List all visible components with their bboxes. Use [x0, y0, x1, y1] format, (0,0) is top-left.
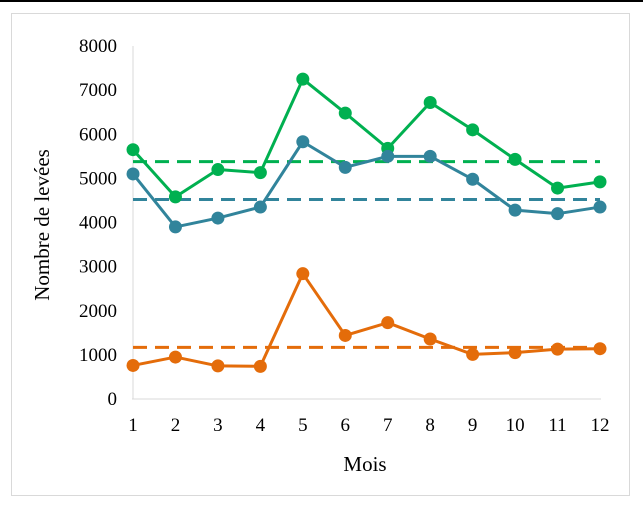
x-tick-label: 2 [171, 415, 181, 436]
series-3-point [466, 347, 480, 361]
series-3-point [211, 359, 225, 373]
series-line-3 [132, 272, 601, 368]
series-3-point [338, 328, 352, 342]
x-tick-label: 8 [425, 415, 435, 436]
series-1-point [253, 166, 267, 180]
series-2-point [466, 172, 480, 186]
series-1-point [466, 123, 480, 137]
series-2-point [211, 211, 225, 225]
x-tick-label: 7 [383, 415, 393, 436]
series-1-point [551, 181, 565, 195]
series [126, 72, 607, 373]
series-3-point [253, 359, 267, 373]
series-3-point [551, 342, 565, 356]
series-1-point [126, 143, 140, 157]
mean-lines [133, 160, 600, 349]
series-line-1 [131, 77, 601, 199]
series-2-point [423, 149, 437, 163]
top-rule [0, 0, 643, 2]
series-2-point [593, 200, 607, 214]
series-3-point [508, 346, 522, 360]
series-2-point [296, 135, 310, 149]
x-tick-label: 6 [341, 415, 351, 436]
series-1-point [508, 152, 522, 166]
y-axis: 0 1000 2000 3000 4000 5000 6000 7000 8000 [79, 36, 134, 410]
x-tick-label: 9 [468, 415, 478, 436]
y-tick-label: 5000 [79, 168, 117, 189]
x-tick-label: 1 [128, 415, 138, 436]
series-2-point [508, 203, 522, 217]
y-tick-label: 1000 [79, 345, 117, 366]
series-3-point [593, 342, 607, 356]
y-tick-label: 8000 [79, 36, 117, 57]
series-2-point [168, 220, 182, 234]
y-tick-label: 4000 [79, 213, 117, 234]
series-2-point [551, 207, 565, 221]
y-tick-label: 3000 [79, 257, 117, 278]
x-tick-label: 12 [591, 415, 610, 436]
y-tick-label: 0 [108, 389, 118, 410]
series-line-2 [131, 140, 601, 229]
series-1-point [423, 95, 437, 109]
series-1-point [338, 106, 352, 120]
series-1-point [593, 175, 607, 189]
x-axis-title: Mois [343, 452, 386, 476]
series-1-point [296, 72, 310, 86]
y-tick-label: 7000 [79, 80, 117, 101]
series-2-point [126, 167, 140, 181]
x-tick-label: 10 [506, 415, 525, 436]
x-tick-label: 3 [213, 415, 223, 436]
series-2-point [381, 149, 395, 163]
series-3-point [381, 316, 395, 330]
series-3-point [296, 267, 310, 281]
y-tick-label: 6000 [79, 124, 117, 145]
series-2-point [338, 160, 352, 174]
y-axis-title: Nombre de levées [30, 149, 54, 301]
series-3-point [126, 358, 140, 372]
x-tick-label: 5 [298, 415, 308, 436]
series-3-point [168, 350, 182, 364]
x-tick-label: 4 [256, 415, 266, 436]
x-axis: 1 2 3 4 5 6 7 8 9 10 11 12 [128, 398, 610, 436]
series-1-point [211, 163, 225, 177]
x-tick-label: 11 [548, 415, 566, 436]
series-3-point [423, 332, 437, 346]
y-tick-label: 2000 [79, 301, 117, 322]
series-2-point [253, 200, 267, 214]
series-1-point [168, 190, 182, 204]
